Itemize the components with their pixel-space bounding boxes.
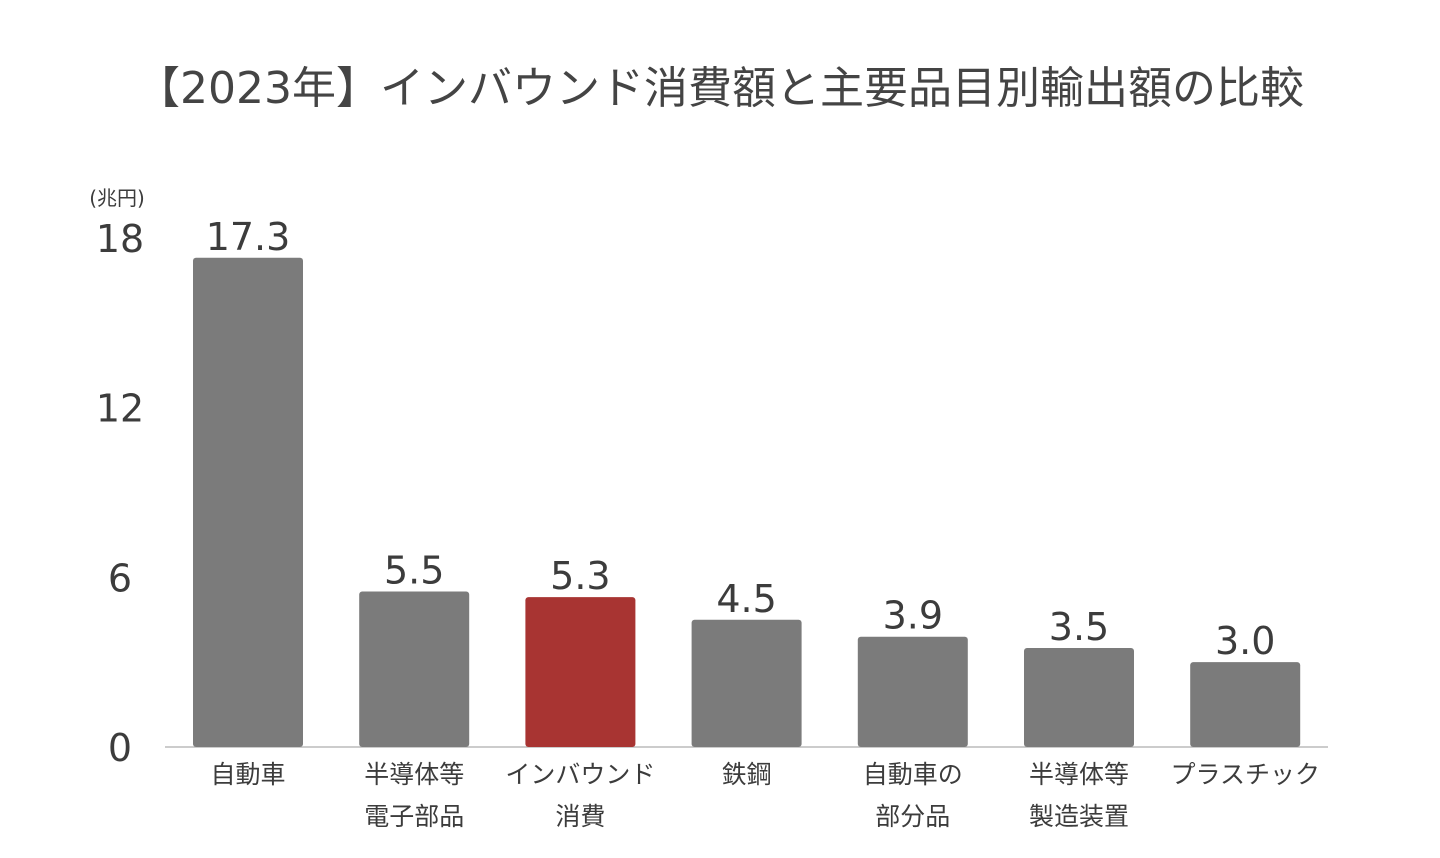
data-label: 5.3 [550,554,610,598]
bar [1190,662,1301,747]
data-label: 3.9 [883,594,943,638]
x-tick-label: 電子部品 [364,802,464,831]
y-axis-unit-label: (兆円) [89,186,145,210]
y-tick-label: 6 [108,556,132,600]
x-tick-label: 半導体等 [1029,760,1129,789]
data-label: 17.3 [206,215,291,259]
x-tick-label: 製造装置 [1029,802,1129,831]
x-tick-label: 半導体等 [364,760,464,789]
bar [359,591,470,747]
y-tick-label: 18 [96,217,144,261]
bar [1024,648,1134,747]
data-label: 3.0 [1215,619,1275,663]
y-tick-label: 0 [108,726,132,770]
x-tick-label: 消費 [555,802,605,831]
bar [525,597,636,747]
x-tick-label: 鉄鋼 [722,760,772,789]
x-tick-label: 部分品 [875,802,950,831]
chart-title: 【2023年】インバウンド消費額と主要品目別輸出額の比較 [136,63,1304,114]
x-tick-label: インバウンド [505,760,655,789]
bar [857,636,968,747]
x-tick-label: プラスチック [1170,760,1320,789]
data-label: 5.5 [384,548,444,592]
x-tick-label: 自動車の [863,760,963,789]
y-tick-label: 12 [96,387,144,431]
data-label: 3.5 [1049,605,1109,649]
x-tick-label: 自動車 [210,760,285,789]
bar [691,619,802,747]
data-label: 4.5 [716,577,776,621]
bar [193,257,303,747]
